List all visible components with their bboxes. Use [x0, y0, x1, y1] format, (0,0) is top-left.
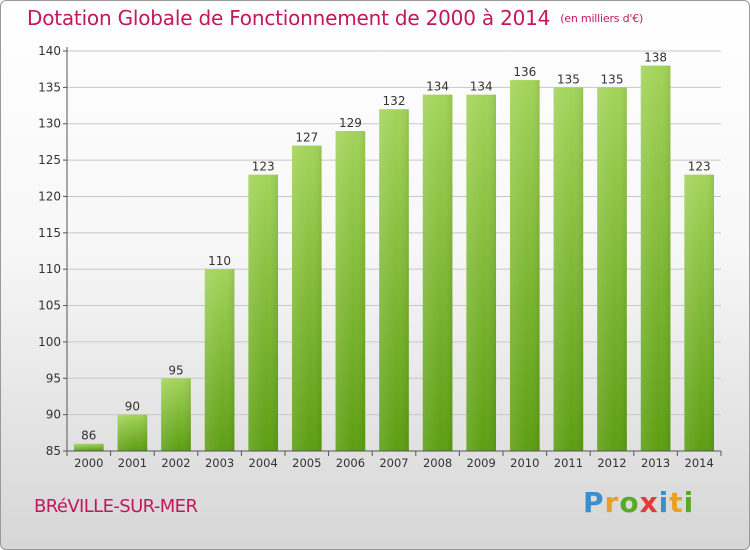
logo-letter: t: [669, 486, 684, 519]
x-tick-label: 2010: [510, 456, 539, 470]
value-label: 127: [295, 131, 318, 145]
x-tick-label: 2012: [597, 456, 626, 470]
chart-title: Dotation Globale de Fonctionnement de 20…: [27, 6, 643, 30]
value-label: 86: [81, 429, 96, 443]
y-tick-label: 105: [38, 299, 61, 313]
x-tick-label: 2008: [423, 456, 452, 470]
logo-letter: P: [583, 486, 605, 519]
logo-letter: r: [604, 486, 620, 519]
x-tick-label: 2013: [641, 456, 670, 470]
bar-shade: [379, 109, 409, 451]
y-tick-label: 95: [46, 371, 61, 385]
bar-shade: [597, 87, 627, 451]
x-tick-label: 2009: [467, 456, 496, 470]
axes: 85 90 95 100 105 110 115 120 125 130 135 140 2000 200…: [38, 44, 722, 470]
city-name: BRéVILLE-SUR-MER: [34, 496, 198, 517]
x-tick-label: 2001: [118, 456, 147, 470]
bar-shade: [291, 145, 322, 451]
value-label: 90: [125, 400, 140, 414]
value-label: 134: [426, 80, 449, 94]
bar-shade: [161, 378, 191, 451]
y-tick-label: 130: [38, 117, 61, 131]
bar-shade: [335, 131, 366, 451]
chart-title-text: Dotation Globale de Fonctionnement de 20…: [27, 6, 551, 30]
value-label: 110: [208, 254, 231, 268]
y-tick-label: 110: [38, 262, 61, 276]
x-tick-label: 2006: [336, 456, 365, 470]
x-tick-label: 2003: [205, 456, 234, 470]
bar-shade: [509, 80, 540, 451]
logo-letter: o: [619, 486, 640, 519]
x-tick-label: 2000: [74, 456, 103, 470]
y-tick-label: 85: [46, 444, 61, 458]
bar-shade: [422, 94, 453, 452]
y-tick-label: 135: [38, 80, 61, 94]
bar-shade: [553, 87, 584, 451]
y-tick-label: 115: [38, 226, 61, 240]
value-label: 95: [168, 363, 183, 377]
y-tick-label: 120: [38, 189, 61, 203]
value-label: 135: [557, 72, 580, 86]
logo-letter: x: [639, 486, 659, 519]
logo-letter: i: [658, 486, 670, 519]
proxiti-logo: Proxiti: [583, 486, 694, 519]
x-tick-label: 2004: [249, 456, 278, 470]
bar-shade: [684, 174, 715, 452]
chart-unit-note: (en milliers d'€): [560, 12, 644, 25]
value-label: 138: [644, 51, 667, 65]
y-tick-label: 100: [38, 335, 61, 349]
logo-letter: i: [683, 486, 695, 519]
y-tick-label: 125: [38, 153, 61, 167]
x-tick-label: 2011: [554, 456, 583, 470]
y-tick-label: 140: [38, 44, 61, 58]
x-tick-label: 2002: [161, 456, 190, 470]
y-tick-label: 90: [46, 408, 61, 422]
x-tick-label: 2014: [685, 456, 714, 470]
bar-shade: [73, 443, 104, 451]
bar-shade: [248, 174, 279, 452]
value-label: 123: [252, 160, 275, 174]
x-tick-label: 2005: [292, 456, 321, 470]
bar-shade: [117, 414, 148, 451]
value-labels: 86 90 95 110 123 127 129 132 134 134 136 135 135 138 1…: [81, 51, 710, 443]
value-label: 129: [339, 116, 362, 130]
x-tick-label: 2007: [379, 456, 408, 470]
value-label: 135: [601, 72, 624, 86]
bars: [73, 65, 715, 452]
bar-shade: [466, 94, 497, 452]
value-label: 132: [383, 94, 406, 108]
bar-shade: [640, 65, 671, 451]
value-label: 123: [688, 160, 711, 174]
bar-shade: [204, 269, 235, 451]
value-label: 134: [470, 80, 493, 94]
value-label: 136: [513, 65, 536, 79]
